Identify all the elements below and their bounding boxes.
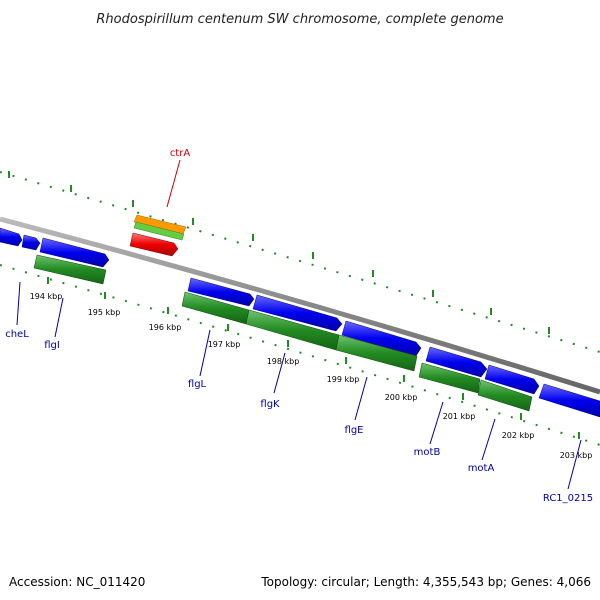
gene-label-cheL[interactable]: cheL [5, 329, 29, 340]
map-title: Rhodospirillum centenum SW chromosome, c… [96, 12, 503, 27]
gene-label-flgL[interactable]: flgL [188, 379, 207, 390]
gene-label-flgE[interactable]: flgE [345, 425, 364, 436]
tick-label: 196 kbp [149, 323, 182, 332]
tick-label: 194 kbp [30, 292, 63, 301]
ctrA-features[interactable] [129, 214, 187, 257]
gene-label-motB[interactable]: motB [414, 447, 441, 458]
gene-leader-lines [16, 159, 582, 490]
tick-label: 201 kbp [443, 412, 476, 421]
cds-arrows-forward[interactable] [0, 227, 600, 418]
topology-summary: Topology: circular; Length: 4,355,543 bp… [260, 575, 591, 589]
gene-blocks[interactable] [33, 254, 533, 412]
gene-label-RC1_0215[interactable]: RC1_0215 [543, 493, 593, 504]
outer-tick-ring [0, 171, 600, 353]
gene-label-motA[interactable]: motA [468, 463, 495, 474]
tick-label: 197 kbp [208, 340, 241, 349]
chromosome-backbone [0, 216, 600, 395]
tick-label: 200 kbp [385, 393, 418, 402]
tick-label: 195 kbp [88, 308, 121, 317]
gene-label-flgK[interactable]: flgK [260, 399, 280, 410]
gene-labels: ctrA cheL flgI flgL flgK flgE motB motA … [5, 148, 593, 504]
tick-label: 199 kbp [327, 375, 360, 384]
gene-label-flgI[interactable]: flgI [44, 340, 60, 351]
tick-label: 202 kbp [502, 431, 535, 440]
inner-tick-ring [0, 264, 600, 446]
tick-label: 203 kbp [560, 451, 593, 460]
gene-label-ctrA[interactable]: ctrA [170, 148, 191, 159]
accession-text: Accession: NC_011420 [9, 575, 145, 589]
